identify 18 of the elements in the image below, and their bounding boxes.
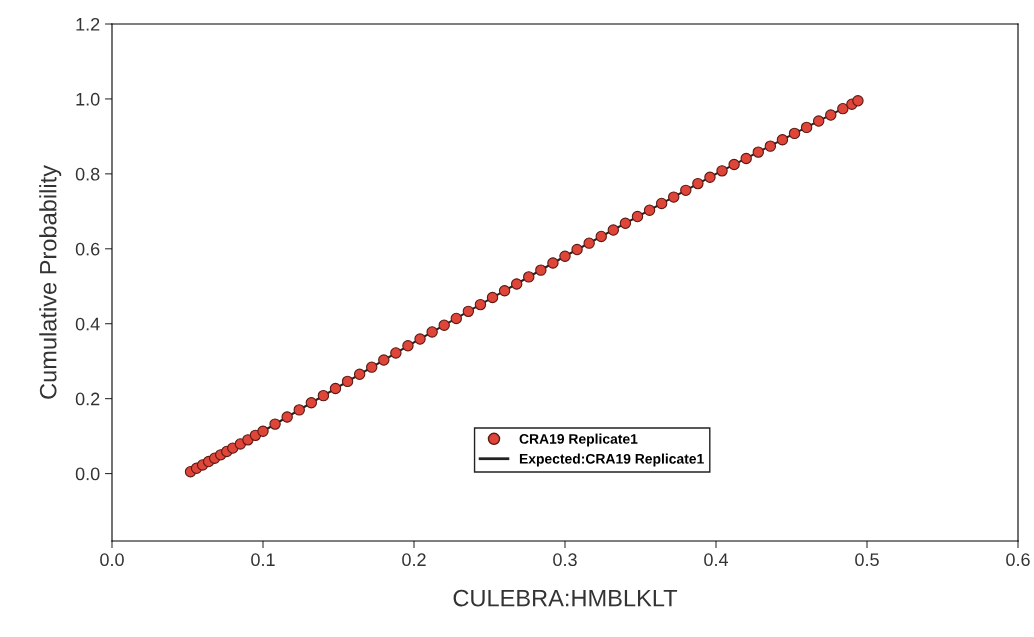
x-tick-label: 0.1 [251, 553, 275, 567]
legend-label: CRA19 Replicate1 [519, 433, 638, 447]
y-axis-title: Cumulative Probability [39, 165, 62, 399]
legend-label: Expected:CRA19 Replicate1 [519, 453, 704, 467]
y-tick-label: 0.0 [75, 467, 100, 481]
x-tick-label: 0.6 [1006, 553, 1030, 567]
x-tick-label: 0.4 [704, 553, 729, 567]
y-tick-label: 0.8 [75, 167, 100, 181]
y-tick-label: 0.6 [75, 242, 100, 256]
y-tick-label: 0.2 [75, 392, 100, 406]
x-axis-title: CULEBRA:HMBLKLT [453, 589, 678, 607]
x-tick-label: 0.3 [553, 553, 577, 567]
x-tick-label: 0.2 [402, 553, 426, 567]
y-tick-label: 1.0 [76, 92, 100, 106]
x-tick-label: 0.5 [855, 553, 879, 567]
x-tick-label: 0.0 [100, 553, 124, 567]
y-tick-label: 0.4 [75, 317, 100, 331]
y-tick-label: 1.2 [76, 17, 100, 31]
